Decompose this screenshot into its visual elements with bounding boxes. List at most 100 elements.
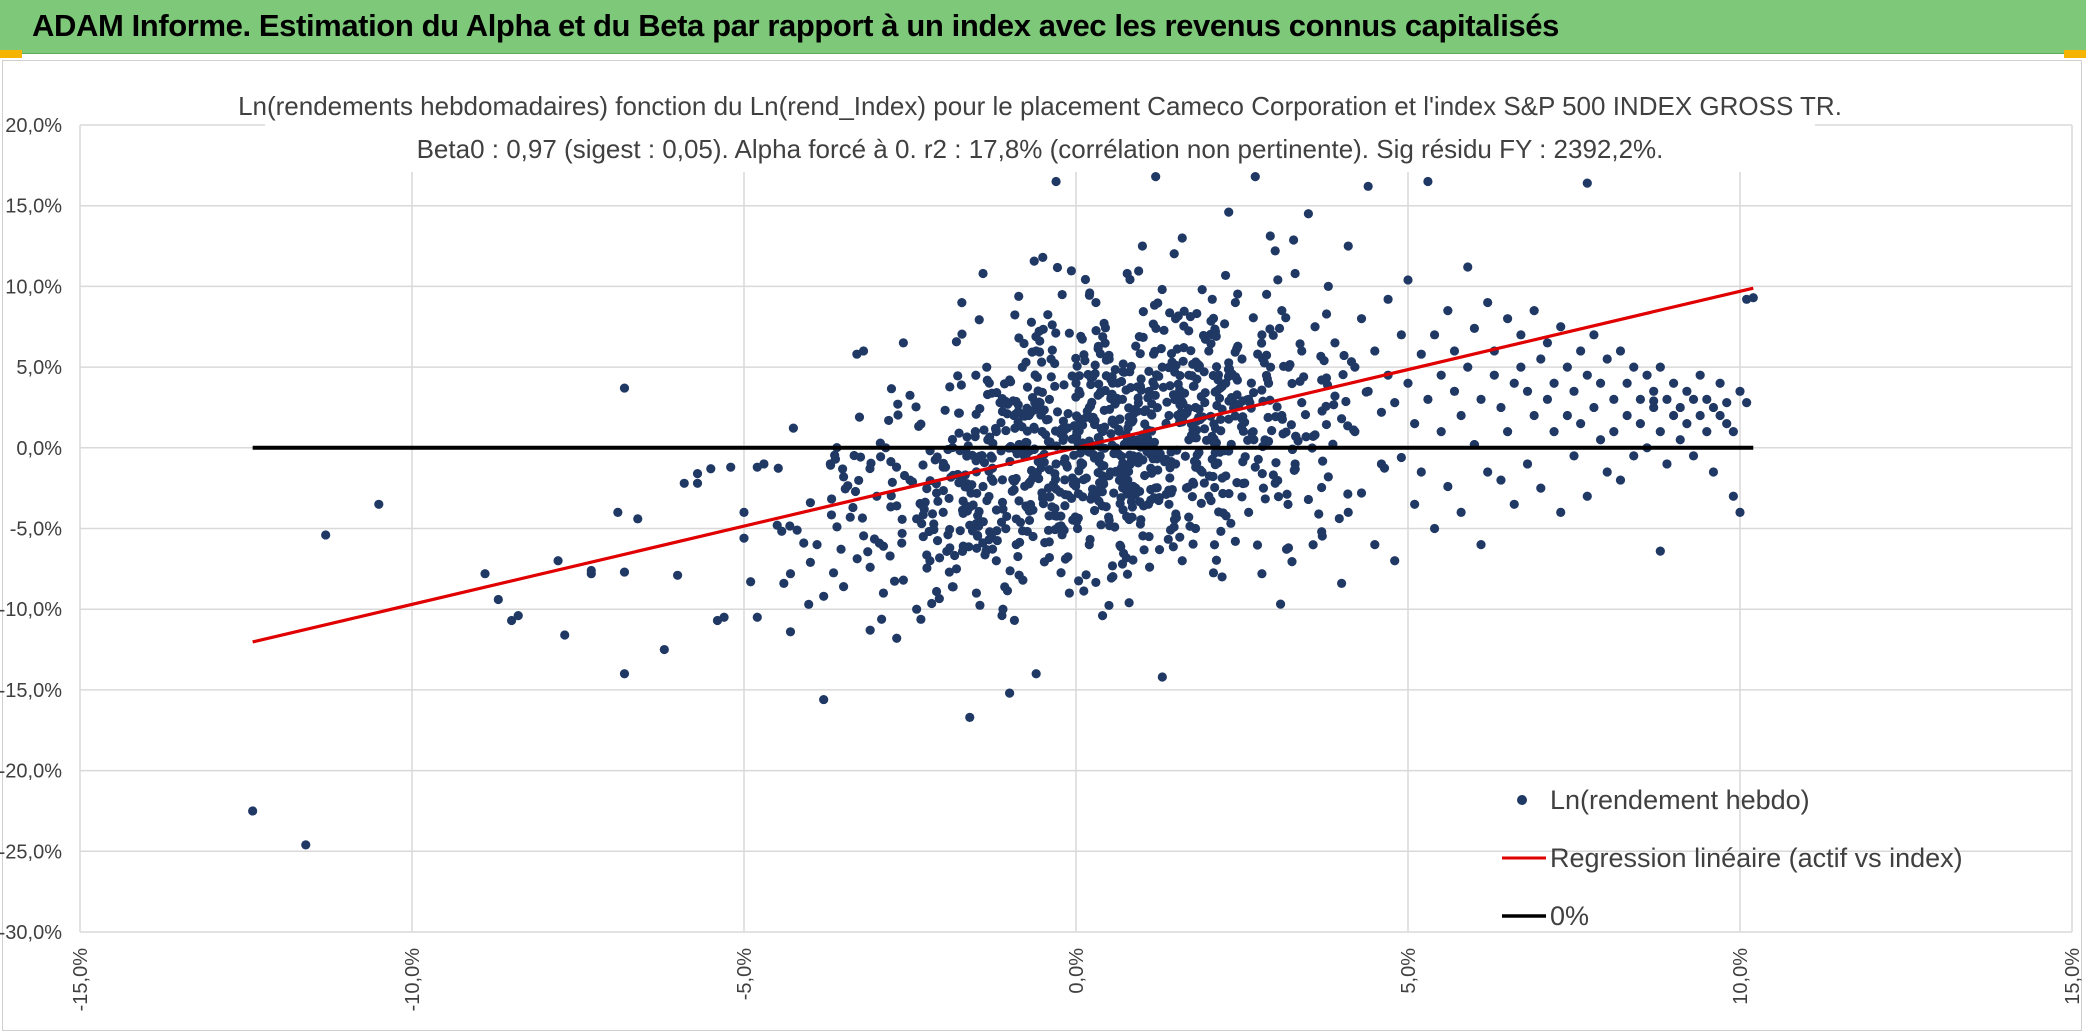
data-point — [1135, 497, 1145, 507]
data-point — [927, 598, 937, 609]
data-point — [1081, 412, 1091, 423]
data-point — [1056, 568, 1066, 578]
data-point — [1248, 313, 1258, 323]
data-point — [1067, 371, 1077, 381]
data-point — [1014, 291, 1024, 301]
data-point — [1226, 518, 1236, 528]
data-point — [957, 329, 967, 339]
legend-label-points: Ln(rendement hebdo) — [1550, 785, 1810, 815]
data-point — [1363, 181, 1373, 191]
x-tick-label: -10,0% — [402, 948, 424, 1012]
data-point — [1237, 396, 1248, 406]
data-point — [1005, 377, 1016, 387]
data-point — [480, 569, 490, 579]
data-point — [951, 337, 962, 347]
data-point — [1124, 466, 1134, 477]
data-point — [1436, 370, 1446, 380]
data-point — [1185, 521, 1195, 531]
x-tick-label: 5,0% — [1398, 948, 1420, 994]
data-point — [967, 450, 977, 460]
data-point — [1270, 246, 1280, 256]
data-point — [1283, 499, 1293, 509]
data-point — [1343, 507, 1353, 517]
data-point — [1125, 459, 1135, 470]
data-point — [773, 463, 783, 473]
data-point — [1005, 566, 1015, 576]
data-point — [1060, 475, 1070, 485]
data-point — [1253, 454, 1263, 464]
data-point — [1655, 427, 1665, 437]
data-point — [1503, 427, 1513, 437]
data-point — [1178, 399, 1188, 409]
data-point — [958, 541, 968, 551]
data-point — [962, 432, 972, 442]
data-point — [752, 612, 762, 622]
data-point — [1022, 437, 1032, 448]
data-point — [1295, 339, 1305, 349]
data-point — [1274, 323, 1285, 333]
data-point — [1208, 471, 1218, 482]
data-point — [779, 578, 789, 588]
data-point — [1015, 517, 1026, 527]
data-point — [1194, 447, 1204, 457]
data-point — [944, 493, 954, 503]
data-point — [1213, 370, 1224, 380]
data-point — [804, 599, 814, 609]
y-tick-label: 20,0% — [5, 115, 62, 137]
data-point — [719, 612, 729, 622]
data-point — [932, 452, 942, 462]
data-point — [1057, 289, 1067, 300]
data-point — [1193, 359, 1203, 369]
data-point — [1118, 367, 1128, 377]
data-point — [1416, 349, 1426, 359]
data-point — [1449, 386, 1460, 396]
data-point — [1115, 498, 1125, 509]
data-point — [1260, 494, 1270, 504]
data-point — [1043, 310, 1053, 320]
y-tick-label: -30,0% — [0, 922, 62, 944]
data-point — [1097, 611, 1108, 621]
data-point — [1247, 428, 1257, 438]
data-point — [839, 472, 849, 482]
data-point — [898, 575, 908, 585]
data-point — [1649, 396, 1659, 406]
data-point — [1086, 494, 1096, 504]
data-point — [971, 409, 981, 419]
data-point — [1349, 425, 1359, 435]
data-point — [970, 427, 980, 437]
data-point — [1282, 489, 1292, 499]
data-point — [1148, 319, 1158, 329]
data-point — [912, 604, 922, 614]
data-point — [1238, 426, 1248, 436]
data-point — [1476, 394, 1486, 404]
data-point — [1045, 492, 1055, 502]
data-point — [1091, 297, 1101, 308]
data-point — [1288, 235, 1299, 245]
data-point — [1224, 488, 1234, 499]
data-point — [1122, 569, 1133, 579]
data-point — [1109, 488, 1119, 498]
data-point — [947, 434, 958, 445]
data-point — [1091, 577, 1101, 588]
data-point — [1177, 556, 1187, 566]
data-point — [1233, 289, 1243, 299]
data-point — [914, 421, 924, 431]
data-point — [1178, 356, 1188, 366]
data-point — [493, 594, 503, 605]
data-point — [897, 538, 907, 548]
data-point — [1064, 328, 1074, 338]
data-point — [1085, 534, 1095, 545]
data-point — [1200, 397, 1210, 408]
data-point — [1074, 466, 1084, 476]
data-point — [1149, 437, 1160, 447]
data-point — [1125, 274, 1135, 285]
data-point — [1216, 526, 1226, 536]
data-point — [1046, 372, 1056, 382]
data-point — [1168, 542, 1178, 552]
data-point — [1735, 507, 1745, 517]
data-point — [1095, 349, 1105, 359]
data-point — [1149, 300, 1160, 310]
data-point — [1179, 321, 1189, 331]
data-point — [1456, 410, 1466, 421]
data-point — [1165, 308, 1175, 318]
